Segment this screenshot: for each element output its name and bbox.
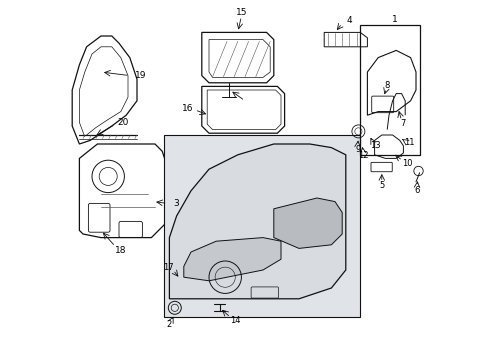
Text: 15: 15 [236, 8, 247, 17]
Polygon shape [184, 238, 281, 281]
Text: 4: 4 [346, 16, 352, 25]
Text: 14: 14 [230, 316, 241, 325]
Text: 17: 17 [163, 263, 173, 272]
Text: 6: 6 [415, 186, 420, 195]
Text: 1: 1 [392, 15, 397, 24]
Text: 19: 19 [135, 71, 147, 80]
Text: 10: 10 [402, 159, 413, 168]
Text: 13: 13 [370, 141, 381, 150]
FancyBboxPatch shape [164, 135, 360, 317]
Polygon shape [274, 198, 342, 248]
Text: 2: 2 [167, 320, 172, 329]
Text: 16: 16 [182, 104, 193, 113]
Text: 8: 8 [385, 81, 390, 90]
Text: 5: 5 [379, 181, 385, 190]
Polygon shape [170, 144, 346, 299]
Text: 20: 20 [117, 118, 128, 127]
Text: 3: 3 [174, 199, 179, 208]
Text: 11: 11 [404, 139, 415, 148]
Text: 12: 12 [359, 151, 369, 160]
Text: 7: 7 [401, 119, 406, 128]
Text: 18: 18 [115, 246, 126, 255]
Text: 9: 9 [355, 145, 360, 154]
